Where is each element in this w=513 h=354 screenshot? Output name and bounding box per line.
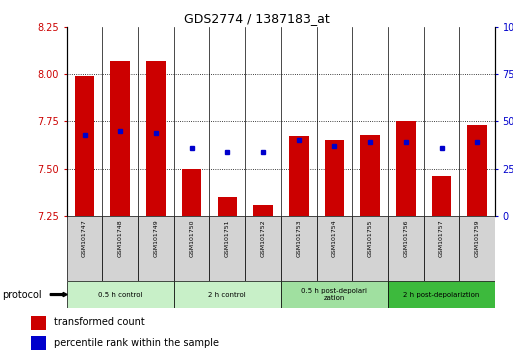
Text: GSM101753: GSM101753 [296,219,301,257]
Bar [146,61,166,216]
Text: protocol: protocol [3,290,42,299]
Text: transformed count: transformed count [54,317,145,327]
Bar [110,61,130,216]
Bar [75,76,94,216]
Text: GSM101757: GSM101757 [439,219,444,257]
Text: GSM101759: GSM101759 [475,219,480,257]
Text: 0.5 h post-depolari
zation: 0.5 h post-depolari zation [302,288,367,301]
Bar [182,169,202,216]
Text: 2 h control: 2 h control [208,292,246,298]
Bar [31,315,46,330]
Bar [360,135,380,216]
Bar [396,121,416,216]
Bar [388,216,424,281]
Bar [431,176,451,216]
Bar [67,216,103,281]
Text: GSM101756: GSM101756 [403,219,408,257]
Text: percentile rank within the sample: percentile rank within the sample [54,338,219,348]
Bar [281,281,388,308]
Bar [467,125,487,216]
Bar [325,140,344,216]
Text: 0.5 h control: 0.5 h control [98,292,143,298]
Bar [424,216,459,281]
Text: GSM101748: GSM101748 [118,219,123,257]
Text: GSM101751: GSM101751 [225,219,230,257]
Bar [31,336,46,350]
Bar [174,216,209,281]
Bar [245,216,281,281]
Bar [317,216,352,281]
Text: GSM101752: GSM101752 [261,219,266,257]
Bar [388,281,495,308]
Bar [174,281,281,308]
Bar [103,216,138,281]
Bar [352,216,388,281]
Bar [218,197,237,216]
Text: GDS2774 / 1387183_at: GDS2774 / 1387183_at [184,12,329,25]
Text: GSM101754: GSM101754 [332,219,337,257]
Bar [253,205,273,216]
Text: GSM101747: GSM101747 [82,219,87,257]
Bar [209,216,245,281]
Text: GSM101750: GSM101750 [189,219,194,257]
Text: GSM101755: GSM101755 [368,219,372,257]
Bar [459,216,495,281]
Bar [67,281,174,308]
Text: GSM101749: GSM101749 [153,219,159,257]
Text: 2 h post-depolariztion: 2 h post-depolariztion [403,292,480,298]
Bar [281,216,317,281]
Bar [138,216,174,281]
Bar [289,136,308,216]
